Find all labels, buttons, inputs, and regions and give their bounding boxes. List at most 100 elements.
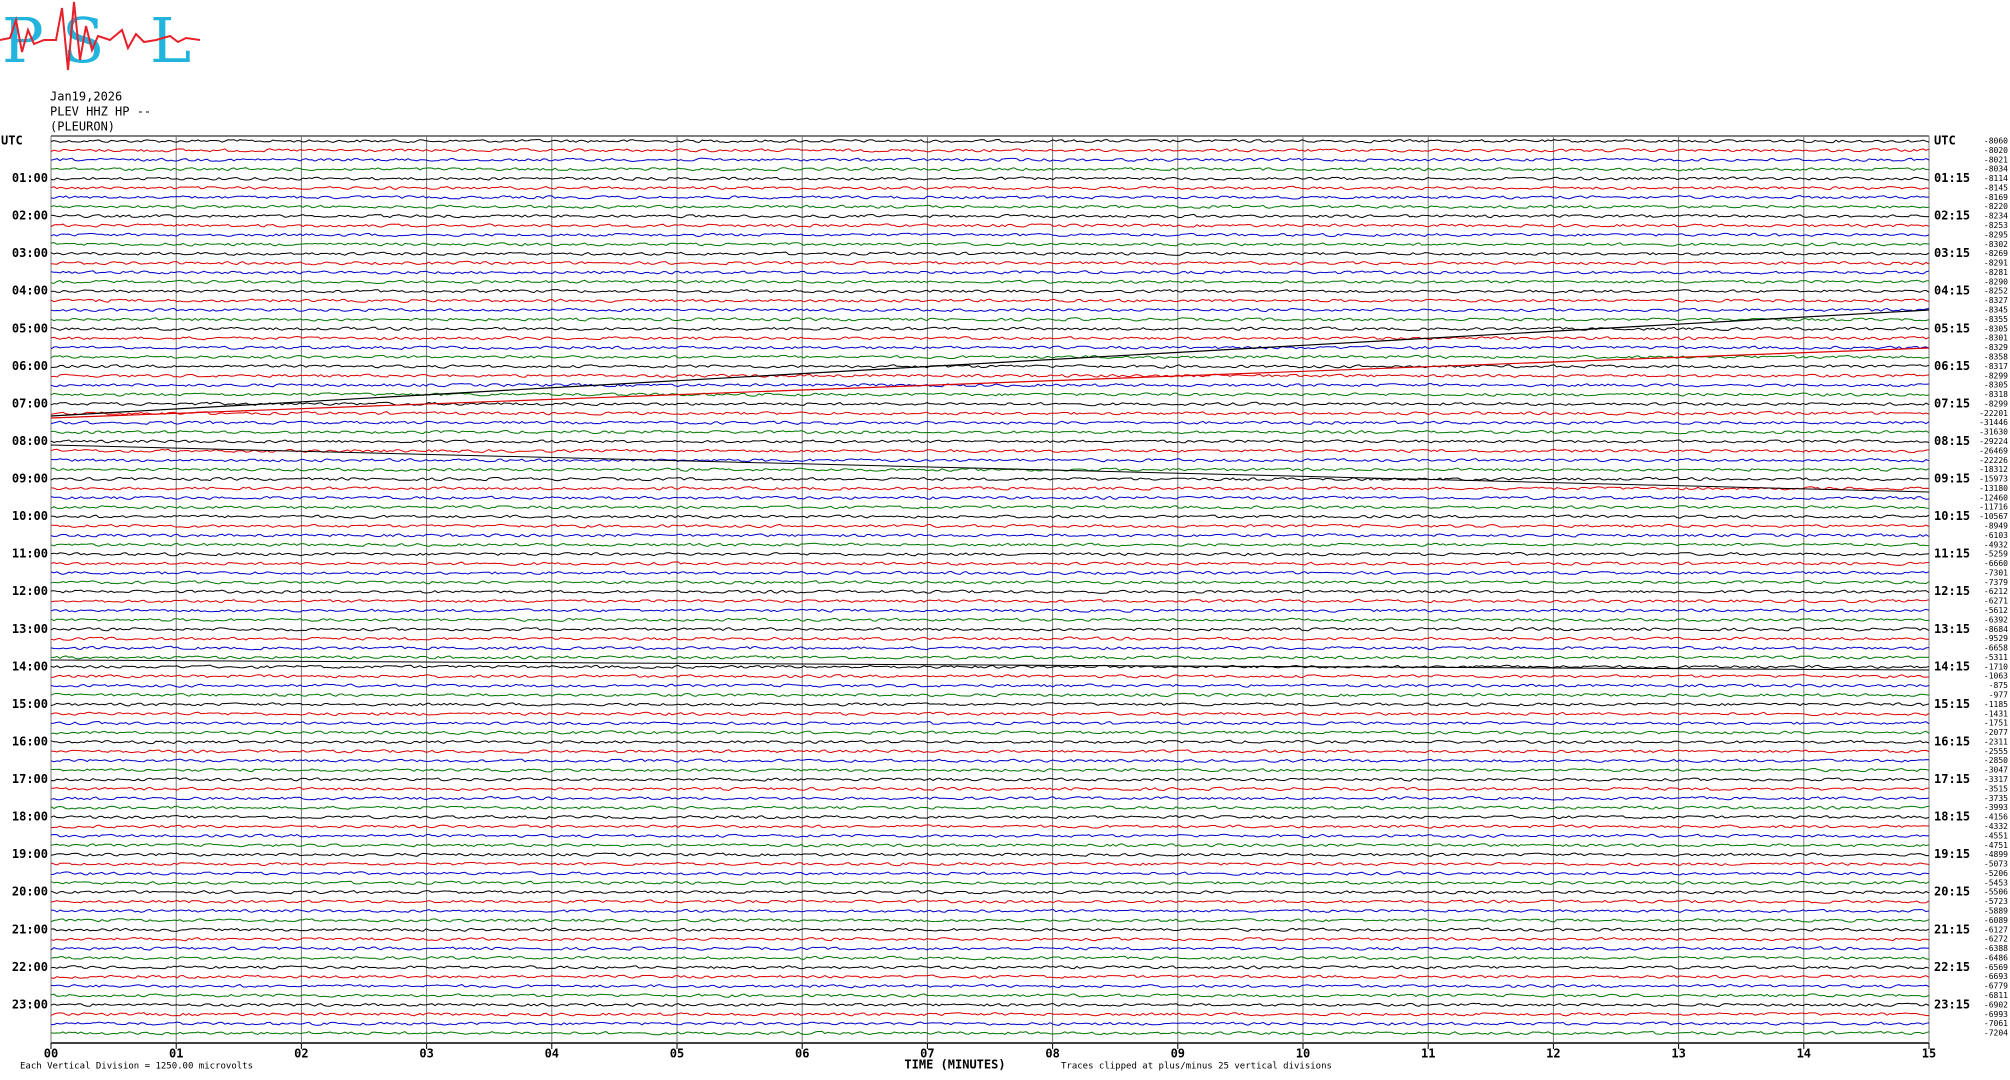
trace-offset: -3515 <box>1984 784 2008 793</box>
x-tick-label: 13 <box>1671 1047 1685 1061</box>
trace <box>50 439 1930 444</box>
trace-offset: -8295 <box>1984 230 2008 239</box>
trace <box>50 354 1930 360</box>
trace-offset: -2077 <box>1984 728 2008 737</box>
logo: P S L <box>0 1 201 77</box>
trace <box>50 655 1930 660</box>
trace <box>51 364 1930 369</box>
trace-offset: -8355 <box>1984 315 2008 324</box>
trace <box>50 730 1930 735</box>
trace-offset: -1185 <box>1984 700 2008 709</box>
trace-offset: -5612 <box>1984 606 2008 615</box>
trace-offset: -8114 <box>1984 174 2008 183</box>
trace-offset: -977 <box>1989 691 2008 700</box>
scale-note: Each Vertical Division = 1250.00 microvo… <box>20 1062 253 1072</box>
trace <box>50 758 1930 763</box>
trace <box>50 138 1930 144</box>
trace <box>50 514 1930 519</box>
trace <box>50 448 1930 454</box>
right-time-label: 09:15 <box>1934 472 1970 486</box>
trace-offset: -3317 <box>1984 775 2008 784</box>
trace <box>50 223 1930 228</box>
trace <box>50 420 1930 425</box>
trace <box>50 542 1930 547</box>
x-tick-label: 12 <box>1546 1047 1560 1061</box>
trace <box>50 317 1930 322</box>
trace-offset: -8327 <box>1984 296 2008 305</box>
trace <box>50 1012 1930 1017</box>
left-time-label: 12:00 <box>12 584 48 598</box>
trace-offset: -4899 <box>1984 850 2008 859</box>
trace <box>50 1030 1930 1036</box>
trace-offset: -5453 <box>1984 878 2008 887</box>
trace-offset: -6811 <box>1984 991 2008 1000</box>
trace-offset: -8358 <box>1984 352 2008 361</box>
trace-offset: -3735 <box>1984 794 2008 803</box>
trace <box>50 307 1930 313</box>
trace-offset: -22201 <box>1979 409 2008 418</box>
trace <box>50 429 1930 435</box>
trace <box>50 890 1930 895</box>
right-time-label: 10:15 <box>1934 509 1970 523</box>
trace-offset: -8269 <box>1984 249 2008 258</box>
location: (PLEURON) <box>50 120 115 134</box>
left-time-label: 11:00 <box>12 547 48 561</box>
right-time-label: 07:15 <box>1934 396 1970 410</box>
left-time-label: 07:00 <box>12 396 48 410</box>
trace-offset: -8317 <box>1984 362 2008 371</box>
right-time-label: 15:15 <box>1934 697 1970 711</box>
x-tick-label: 15 <box>1922 1047 1936 1061</box>
trace-offset: -5889 <box>1984 906 2008 915</box>
trace-offset: -1751 <box>1984 719 2008 728</box>
left-time-label: UTC <box>1 134 23 148</box>
trace <box>50 899 1930 904</box>
trace <box>50 937 1930 942</box>
trace <box>50 410 1930 416</box>
trace-offset: -6569 <box>1984 963 2008 972</box>
trace <box>50 627 1930 632</box>
date: Jan19,2026 <box>50 90 122 104</box>
trace-offset: -1710 <box>1984 662 2008 671</box>
trace <box>50 242 1930 247</box>
trace <box>50 392 1930 397</box>
trace-offset: -7061 <box>1984 1019 2008 1028</box>
right-time-label: 13:15 <box>1934 622 1970 636</box>
trace-offset: -8684 <box>1984 625 2008 634</box>
right-time-label: UTC <box>1934 134 1956 148</box>
trace-offset: -11716 <box>1979 503 2008 512</box>
trace <box>50 232 1930 238</box>
trace <box>50 824 1930 829</box>
trace-offset: -8220 <box>1984 202 2008 211</box>
trace-offset: -9529 <box>1984 634 2008 643</box>
trace-offset: -6271 <box>1984 597 2008 606</box>
trace <box>50 176 1930 181</box>
trace-offset: -8305 <box>1984 324 2008 333</box>
right-time-label: 03:15 <box>1934 246 1970 260</box>
trace-offset: -4932 <box>1984 540 2008 549</box>
trace-offset: -8060 <box>1984 137 2008 146</box>
trace-offset: -8281 <box>1984 268 2008 277</box>
clip-note: Traces clipped at plus/minus 25 vertical… <box>1061 1062 1332 1072</box>
trace-offset: -4156 <box>1984 813 2008 822</box>
trace-offset: -7379 <box>1984 578 2008 587</box>
trace-offset: -8302 <box>1984 240 2008 249</box>
left-time-label: 21:00 <box>12 922 48 936</box>
trace-offset: -8169 <box>1984 193 2008 202</box>
left-time-label: 17:00 <box>12 772 48 786</box>
right-time-label: 01:15 <box>1934 171 1970 185</box>
right-time-label: 11:15 <box>1934 547 1970 561</box>
left-time-label: 16:00 <box>12 734 48 748</box>
trace-offset: -3993 <box>1984 803 2008 812</box>
trace <box>50 805 1930 810</box>
left-time-label: 10:00 <box>12 509 48 523</box>
trace-offset: -5259 <box>1984 550 2008 559</box>
drift-line <box>50 347 1930 419</box>
trace-offset: -8299 <box>1984 371 2008 380</box>
left-time-label: 09:00 <box>12 472 48 486</box>
trace <box>50 636 1930 641</box>
trace-offset: -4751 <box>1984 841 2008 850</box>
left-time-label: 14:00 <box>12 659 48 673</box>
trace-offset: -6779 <box>1984 982 2008 991</box>
trace <box>50 683 1930 688</box>
